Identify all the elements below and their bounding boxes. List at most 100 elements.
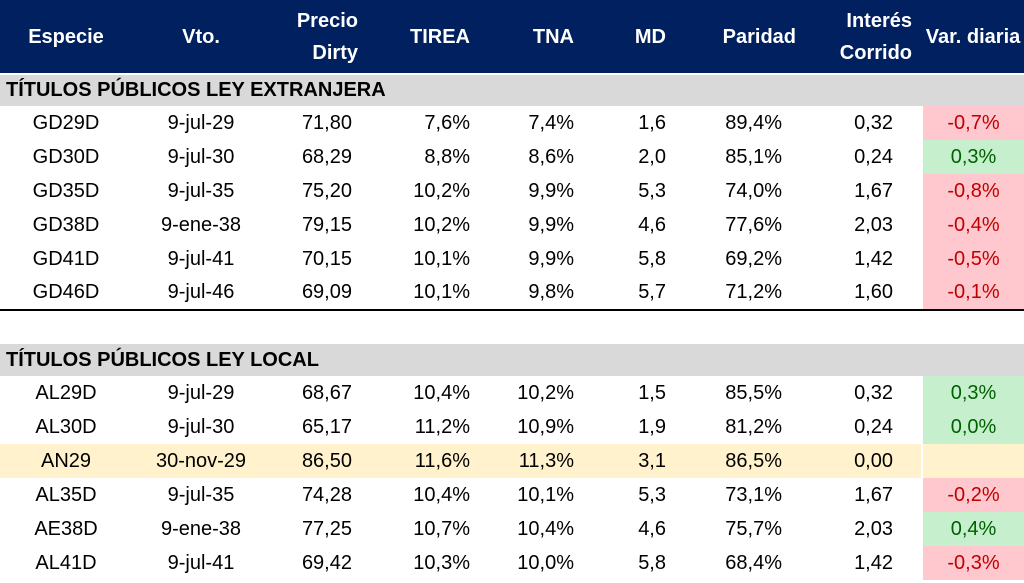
- vto-cell: 9-ene-38: [160, 517, 242, 540]
- tna-cell: 10,4%: [517, 517, 574, 540]
- var-diaria-cell: -0,5%: [921, 242, 1024, 276]
- column-header: Var. diaria: [922, 0, 1024, 75]
- column-header: MD: [602, 0, 694, 75]
- paridad-cell: 86,5%: [694, 444, 810, 478]
- vto-cell: 9-jul-35: [167, 179, 235, 202]
- section-title: TÍTULOS PÚBLICOS LEY LOCAL: [0, 344, 1024, 376]
- column-header: Vto.: [132, 0, 270, 75]
- column-header: TNA: [498, 0, 602, 75]
- vto-cell: 9-jul-46: [132, 276, 270, 311]
- tirea-cell: 10,7%: [413, 517, 470, 540]
- var-diaria-cell: -0,7%: [921, 106, 1024, 140]
- var-diaria-cell: 0,3%: [921, 140, 1024, 174]
- table-row: AN29 30-nov-29 86,50 11,6% 11,3% 3,1 86,5% 0,00: [0, 444, 1024, 478]
- vto-cell: 9-jul-30: [167, 415, 235, 438]
- especie-cell: GD30D: [32, 145, 100, 168]
- table-row: GD35D 9-jul-35 75,20 10,2% 9,9% 5,3 74,0% 1,67 -…: [0, 174, 1024, 208]
- especie-cell: AL29D: [35, 381, 97, 404]
- tirea-cell: 10,1%: [380, 276, 498, 311]
- md-cell: 5,8: [638, 551, 666, 574]
- var-diaria-cell: 0,0%: [921, 410, 1024, 444]
- especie-cell: AL41D: [35, 551, 97, 574]
- md-cell: 5,3: [638, 483, 666, 506]
- var-diaria-cell: 0,4%: [921, 512, 1024, 546]
- especie-cell: GD38D: [32, 213, 100, 236]
- vto-cell: 30-nov-29: [132, 444, 270, 478]
- tna-cell: 10,9%: [517, 415, 574, 438]
- md-cell: 4,6: [638, 213, 666, 236]
- tirea-cell: 11,6%: [380, 444, 498, 478]
- var-diaria-cell: 0,3%: [921, 376, 1024, 410]
- md-cell: 4,6: [638, 517, 666, 540]
- tirea-cell: 10,3%: [413, 551, 470, 574]
- column-header: Precio Dirty: [270, 0, 380, 75]
- table-row: GD38D 9-ene-38 79,15 10,2% 9,9% 4,6 77,6% 2,03 -…: [0, 208, 1024, 242]
- tirea-cell: 10,4%: [413, 483, 470, 506]
- precio-dirty-cell: 65,17: [301, 415, 352, 438]
- table-row: AL30D 9-jul-30 65,17 11,2% 10,9% 1,9 81,2% 0,24…: [0, 410, 1024, 444]
- interes-corrido-cell: 0,00: [810, 444, 922, 478]
- tna-cell: 10,2%: [517, 381, 574, 404]
- interes-corrido-cell: 1,60: [810, 276, 922, 311]
- interes-corrido-cell: 0,24: [854, 145, 893, 168]
- md-cell: 2,0: [638, 145, 666, 168]
- md-cell: 1,9: [638, 415, 666, 438]
- table-row: GD46D 9-jul-46 69,09 10,1% 9,8% 5,7 71,2% 1,60-…: [0, 276, 1024, 311]
- especie-cell: GD41D: [32, 247, 100, 270]
- paridad-cell: 73,1%: [725, 483, 782, 506]
- vto-cell: 9-jul-30: [167, 145, 235, 168]
- md-cell: 3,1: [602, 444, 694, 478]
- table-row: AL41D 9-jul-41 69,42 10,3% 10,0% 5,8 68,4% 1,42…: [0, 546, 1024, 580]
- tirea-cell: 8,8%: [424, 145, 470, 168]
- paridad-cell: 75,7%: [725, 517, 782, 540]
- especie-cell: GD35D: [32, 179, 100, 202]
- tirea-cell: 10,1%: [413, 247, 470, 270]
- column-header: Interés Corrido: [810, 0, 922, 75]
- paridad-cell: 68,4%: [725, 551, 782, 574]
- table-row: GD29D 9-jul-29 71,80 7,6% 7,4% 1,6 89,4% 0,32 -0…: [0, 106, 1024, 140]
- md-cell: 5,8: [638, 247, 666, 270]
- var-diaria-cell: -0,3%: [921, 546, 1024, 580]
- md-cell: 1,5: [638, 381, 666, 404]
- precio-dirty-cell: 68,29: [301, 145, 352, 168]
- spacer-row: [0, 310, 1024, 344]
- tirea-cell: 7,6%: [424, 111, 470, 134]
- precio-dirty-cell: 68,67: [301, 381, 352, 404]
- tna-cell: 11,3%: [498, 444, 602, 478]
- var-diaria-cell: -0,1%: [921, 276, 1024, 311]
- interes-corrido-cell: 1,67: [854, 483, 893, 506]
- interes-corrido-cell: 0,24: [854, 415, 893, 438]
- interes-corrido-cell: 0,32: [854, 381, 893, 404]
- paridad-cell: 77,6%: [725, 213, 782, 236]
- column-header: Especie: [0, 0, 132, 75]
- var-diaria-cell: -0,2%: [921, 478, 1024, 512]
- vto-cell: 9-ene-38: [160, 213, 242, 236]
- vto-cell: 9-jul-29: [167, 111, 235, 134]
- paridad-cell: 85,1%: [725, 145, 782, 168]
- precio-dirty-cell: 69,09: [270, 276, 380, 311]
- paridad-cell: 81,2%: [725, 415, 782, 438]
- var-diaria-cell: [921, 444, 1024, 478]
- interes-corrido-cell: 1,67: [854, 179, 893, 202]
- table-row: AE38D 9-ene-38 77,25 10,7% 10,4% 4,6 75,7% 2,03…: [0, 512, 1024, 546]
- especie-cell: AN29: [0, 444, 132, 478]
- interes-corrido-cell: 2,03: [854, 517, 893, 540]
- paridad-cell: 74,0%: [725, 179, 782, 202]
- md-cell: 1,6: [638, 111, 666, 134]
- section-title: TÍTULOS PÚBLICOS LEY EXTRANJERA: [0, 74, 1024, 106]
- especie-cell: GD29D: [32, 111, 100, 134]
- paridad-cell: 89,4%: [725, 111, 782, 134]
- tna-cell: 9,8%: [498, 276, 602, 311]
- table-row: AL35D 9-jul-35 74,28 10,4% 10,1% 5,3 73,1% 1,67…: [0, 478, 1024, 512]
- md-cell: 5,7: [602, 276, 694, 311]
- paridad-cell: 69,2%: [725, 247, 782, 270]
- tirea-cell: 10,2%: [413, 179, 470, 202]
- header-row: Especie Vto. Precio Dirty TIREA TNA MD Paridad…: [0, 0, 1024, 75]
- section-header: TÍTULOS PÚBLICOS LEY EXTRANJERA: [0, 74, 1024, 106]
- tna-cell: 10,0%: [517, 551, 574, 574]
- interes-corrido-cell: 1,42: [854, 247, 893, 270]
- var-diaria-cell: -0,4%: [921, 208, 1024, 242]
- especie-cell: AE38D: [34, 517, 98, 540]
- column-header: TIREA: [380, 0, 498, 75]
